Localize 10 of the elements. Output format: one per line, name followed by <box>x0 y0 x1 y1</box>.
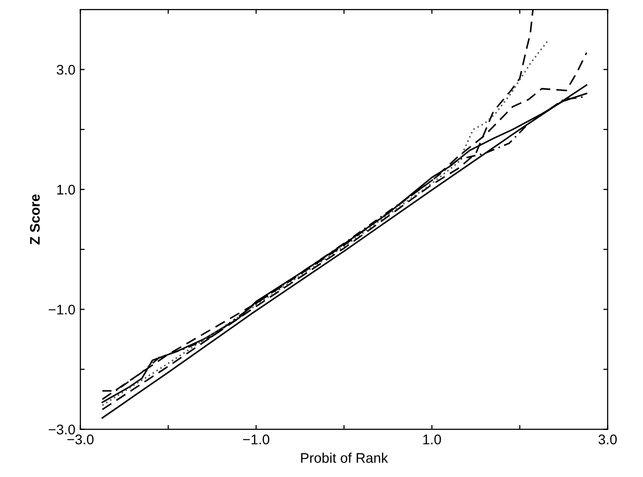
x-tick-label: −1.0 <box>243 434 270 444</box>
y-tick-label: −3.0 <box>48 424 75 434</box>
y-tick-label: 3.0 <box>56 64 75 75</box>
x-tick-label: 3.0 <box>598 434 617 444</box>
y-tick-label: −1.0 <box>48 304 75 315</box>
y-tick-label: 1.0 <box>57 184 75 195</box>
x-axis-title: Probit of Rank <box>301 452 388 463</box>
x-tick-label: −3.0 <box>67 434 94 444</box>
x-tick-label: 1.0 <box>423 434 441 444</box>
y-axis-title: Z Score <box>30 194 40 244</box>
